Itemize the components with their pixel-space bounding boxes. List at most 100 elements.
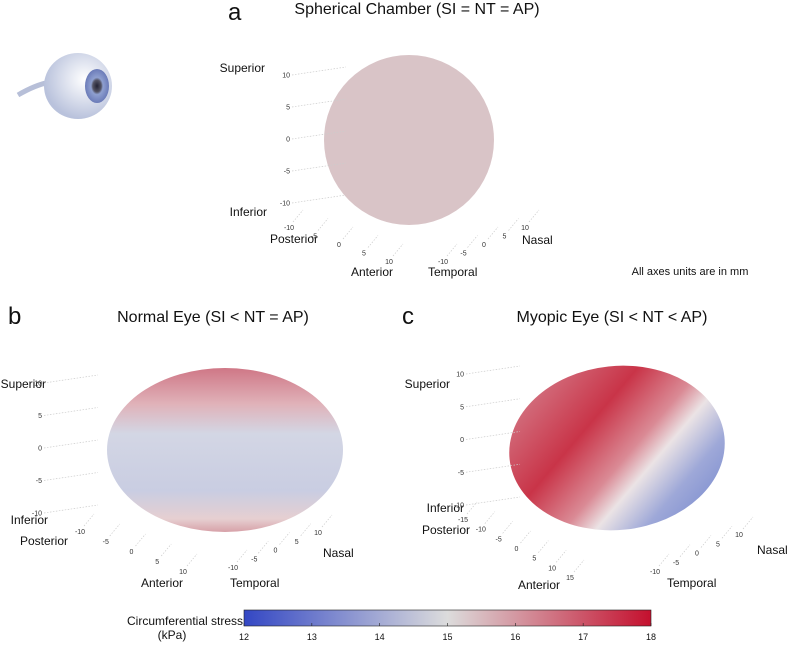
- x-tick-label: -10: [284, 225, 294, 232]
- colorbar-tick-label: 14: [375, 632, 385, 642]
- x-grid: [186, 553, 198, 567]
- y-grid: [300, 523, 312, 536]
- y-tick-label: -10: [438, 259, 448, 266]
- panel-title: Spherical Chamber (SI = NT = AP): [294, 1, 539, 18]
- y-tick-label: 10: [314, 530, 322, 537]
- axis-label: Temporal: [667, 576, 716, 590]
- colorbar-label: (kPa): [158, 628, 187, 642]
- x-tick-label: -5: [311, 234, 317, 241]
- x-tick-label: 15: [566, 575, 574, 582]
- x-tick-label: -10: [476, 527, 486, 534]
- axis-label: Superior: [1, 377, 46, 391]
- x-grid: [135, 533, 146, 547]
- z-tick-label: 10: [282, 73, 290, 80]
- y-grid: [321, 514, 333, 528]
- axis-label: Superior: [405, 377, 450, 391]
- x-tick-label: 10: [385, 259, 393, 266]
- x-tick-label: 5: [362, 251, 366, 258]
- x-grid: [367, 235, 379, 248]
- z-tick-label: 0: [460, 437, 464, 444]
- z-tick-label: 5: [460, 404, 464, 411]
- z-tick-label: 10: [34, 381, 42, 388]
- z-tick-label: 0: [38, 446, 42, 453]
- y-tick-label: 5: [295, 539, 299, 546]
- y-grid: [487, 226, 499, 240]
- y-grid: [742, 516, 754, 530]
- y-tick-label: -10: [650, 569, 660, 576]
- z-grid: [465, 463, 521, 473]
- axis-label: Anterior: [141, 576, 183, 590]
- y-grid: [508, 218, 519, 231]
- x-tick-label: 0: [337, 242, 341, 249]
- x-grid: [555, 550, 567, 563]
- y-tick-label: -5: [673, 560, 679, 567]
- y-grid: [257, 541, 269, 554]
- z-tick-label: 0: [286, 137, 290, 144]
- y-grid: [658, 553, 670, 567]
- x-grid: [317, 218, 329, 231]
- y-tick-label: 0: [695, 551, 699, 558]
- x-tick-label: -10: [75, 529, 85, 536]
- axis-label: Inferior: [427, 501, 464, 515]
- z-tick-label: -10: [32, 511, 42, 518]
- panel-title: Myopic Eye (SI < NT < AP): [517, 309, 708, 326]
- x-grid: [342, 226, 354, 240]
- colorbar-tick-label: 13: [307, 632, 317, 642]
- x-grid: [538, 540, 549, 553]
- sphere-surface: [324, 55, 494, 225]
- axis-label: Nasal: [323, 546, 354, 560]
- x-tick-label: 5: [532, 556, 536, 563]
- y-grid: [679, 544, 691, 557]
- z-grid: [291, 194, 347, 204]
- z-grid: [43, 472, 99, 481]
- x-tick-label: 10: [548, 565, 556, 572]
- axis-label: Nasal: [757, 543, 788, 557]
- z-grid: [43, 504, 99, 514]
- z-tick-label: 10: [456, 372, 464, 379]
- x-tick-label: 0: [515, 546, 519, 553]
- axis-label: Temporal: [230, 576, 279, 590]
- z-grid: [465, 398, 521, 408]
- x-grid: [160, 543, 172, 557]
- x-grid: [109, 523, 121, 537]
- axis-label: Anterior: [518, 578, 560, 592]
- axis-label: Posterior: [422, 523, 470, 537]
- y-grid: [279, 532, 290, 545]
- y-tick-label: -5: [460, 251, 466, 258]
- z-tick-label: -10: [280, 201, 290, 208]
- colorbar-tick-label: 17: [578, 632, 588, 642]
- z-grid: [465, 431, 521, 440]
- y-tick-label: 10: [521, 225, 529, 232]
- y-grid: [446, 243, 458, 257]
- z-grid: [43, 374, 99, 384]
- y-tick-label: 0: [274, 548, 278, 555]
- x-grid: [573, 559, 585, 573]
- x-tick-label: 5: [155, 559, 159, 566]
- z-grid: [43, 407, 99, 416]
- y-tick-label: -10: [228, 565, 238, 572]
- units-note: All axes units are in mm: [632, 266, 749, 278]
- x-grid: [392, 243, 404, 257]
- x-grid: [484, 511, 496, 524]
- x-tick-label: -15: [458, 517, 468, 524]
- axis-label: Posterior: [20, 534, 68, 548]
- y-grid: [467, 235, 478, 248]
- y-grid: [236, 549, 248, 563]
- x-grid: [520, 530, 531, 544]
- x-tick-label: 10: [179, 569, 187, 576]
- y-tick-label: 0: [482, 242, 486, 249]
- axis-label: Inferior: [11, 513, 48, 527]
- y-grid: [700, 535, 712, 548]
- colorbar-tick-label: 16: [510, 632, 520, 642]
- axis-label: Posterior: [270, 232, 318, 246]
- colorbar-tick-label: 12: [239, 632, 249, 642]
- colorbar-label: Circumferential stress: [127, 614, 243, 628]
- panel-letter: b: [8, 303, 21, 330]
- z-grid: [291, 98, 347, 108]
- y-tick-label: 10: [735, 532, 743, 539]
- axis-label: Nasal: [522, 233, 553, 247]
- z-tick-label: -5: [284, 169, 290, 176]
- colorbar-tick-label: 18: [646, 632, 656, 642]
- z-grid: [43, 439, 99, 449]
- z-tick-label: -5: [36, 478, 42, 485]
